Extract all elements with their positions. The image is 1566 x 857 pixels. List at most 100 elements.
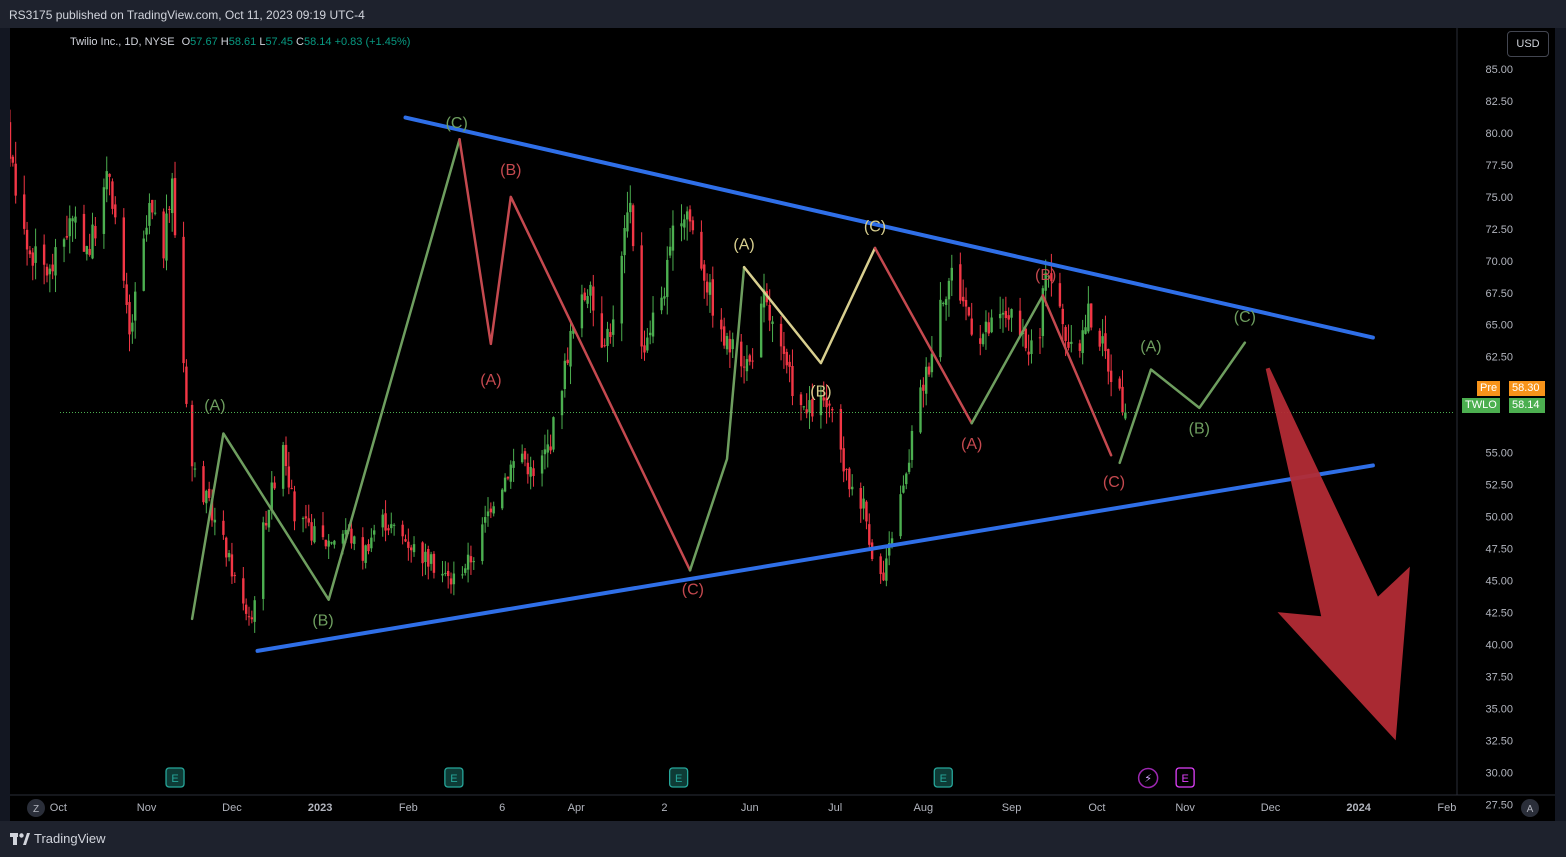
candle <box>680 204 683 242</box>
candle <box>293 485 296 531</box>
candle-body <box>111 181 114 209</box>
candle <box>361 527 365 570</box>
candle-body <box>683 219 686 228</box>
candle-body <box>947 280 951 300</box>
candle-body <box>128 302 131 335</box>
currency-button[interactable]: USD <box>1507 31 1549 57</box>
candle-body <box>646 337 649 351</box>
candle-body <box>1084 327 1087 334</box>
event-marker-earnings-upcoming[interactable]: E <box>1175 767 1195 788</box>
candle <box>387 524 390 536</box>
candle-body <box>472 561 475 563</box>
event-marker-flash[interactable]: ⚡ <box>1137 767 1159 789</box>
candle-body <box>381 514 384 528</box>
candle-body <box>779 323 783 347</box>
candle <box>45 263 49 283</box>
candle <box>839 404 843 463</box>
candle <box>612 305 615 347</box>
candle-body <box>145 227 148 235</box>
candle-body <box>609 332 612 337</box>
candle <box>170 172 174 232</box>
wave-label: (C) <box>1234 309 1256 326</box>
candle <box>409 544 413 563</box>
candle-body <box>631 205 635 247</box>
candle <box>924 357 928 406</box>
candle <box>105 156 108 203</box>
candle-body <box>182 236 185 364</box>
candle <box>54 238 57 293</box>
candle-body <box>751 360 754 362</box>
candle <box>449 572 453 594</box>
candle-body <box>51 264 54 272</box>
price-chart[interactable]: 85.00 82.50 80.00 77.50 75.00 72.50 70.00 67.50… <box>10 28 1555 821</box>
lower-trendline <box>255 463 1375 653</box>
candle <box>185 359 188 408</box>
candle-body <box>25 229 29 250</box>
y-axis-tick-label: 47.50 <box>1485 544 1513 556</box>
candle-body <box>967 307 971 316</box>
earnings-icon: E <box>940 773 947 785</box>
candle <box>549 434 552 455</box>
wave-label: (C) <box>1103 474 1125 491</box>
candle <box>28 246 32 258</box>
candle <box>748 353 751 366</box>
candle-body <box>333 540 336 545</box>
candle <box>91 212 94 260</box>
candle-body <box>23 194 26 229</box>
wave-label: (B) <box>312 612 333 629</box>
candle <box>1050 253 1053 297</box>
candle-body <box>506 476 510 479</box>
candle-body <box>313 526 316 543</box>
tradingview-brand[interactable]: TradingView <box>10 831 106 846</box>
candle-body <box>165 213 168 261</box>
candle <box>290 479 293 490</box>
candle <box>512 448 515 482</box>
candle <box>959 252 962 304</box>
candle-body <box>225 537 228 558</box>
candle-body <box>788 361 791 367</box>
candle-body <box>372 530 376 535</box>
candle-body <box>287 466 291 488</box>
wave-label: (B) <box>810 383 831 400</box>
candle-body <box>1010 309 1013 318</box>
chart-area[interactable]: 85.00 82.50 80.00 77.50 75.00 72.50 70.00 67.50… <box>10 28 1555 821</box>
candle <box>501 488 504 511</box>
candle <box>68 205 71 254</box>
candle-body <box>125 284 128 305</box>
candle <box>919 379 922 434</box>
candle-body <box>14 163 17 196</box>
y-axis-tick-label: 35.00 <box>1485 703 1513 715</box>
candle-body <box>700 231 703 269</box>
candle-body <box>890 538 894 546</box>
candle-body <box>31 252 34 266</box>
x-axis-tick-label: 2024 <box>1346 802 1371 814</box>
candle <box>600 296 604 349</box>
auto-scale-z-button[interactable]: Z <box>27 799 45 817</box>
candle-body <box>629 202 632 213</box>
candle <box>424 543 427 575</box>
candle-body <box>293 491 296 522</box>
event-marker-earnings[interactable]: E <box>668 767 689 788</box>
candle-body <box>233 575 236 577</box>
auto-scale-a-button[interactable]: A <box>1521 799 1539 817</box>
candle-body <box>65 236 69 238</box>
candle <box>125 272 128 314</box>
candle-body <box>449 578 453 585</box>
event-marker-earnings[interactable]: E <box>165 767 185 788</box>
candle-body <box>503 477 507 492</box>
candle-body <box>367 544 370 552</box>
candle-body <box>899 494 902 537</box>
candle-body <box>253 600 256 622</box>
candle <box>472 557 475 570</box>
event-marker-earnings[interactable]: E <box>444 767 464 788</box>
candle <box>592 274 595 327</box>
candle-body <box>205 490 208 504</box>
candle <box>162 208 165 269</box>
candle <box>111 178 114 215</box>
candle <box>868 513 871 548</box>
event-marker-earnings[interactable]: E <box>933 767 953 788</box>
earnings-icon-box <box>1175 767 1195 788</box>
candle <box>62 237 66 263</box>
candle-body <box>1050 273 1053 282</box>
candle <box>1024 327 1027 352</box>
